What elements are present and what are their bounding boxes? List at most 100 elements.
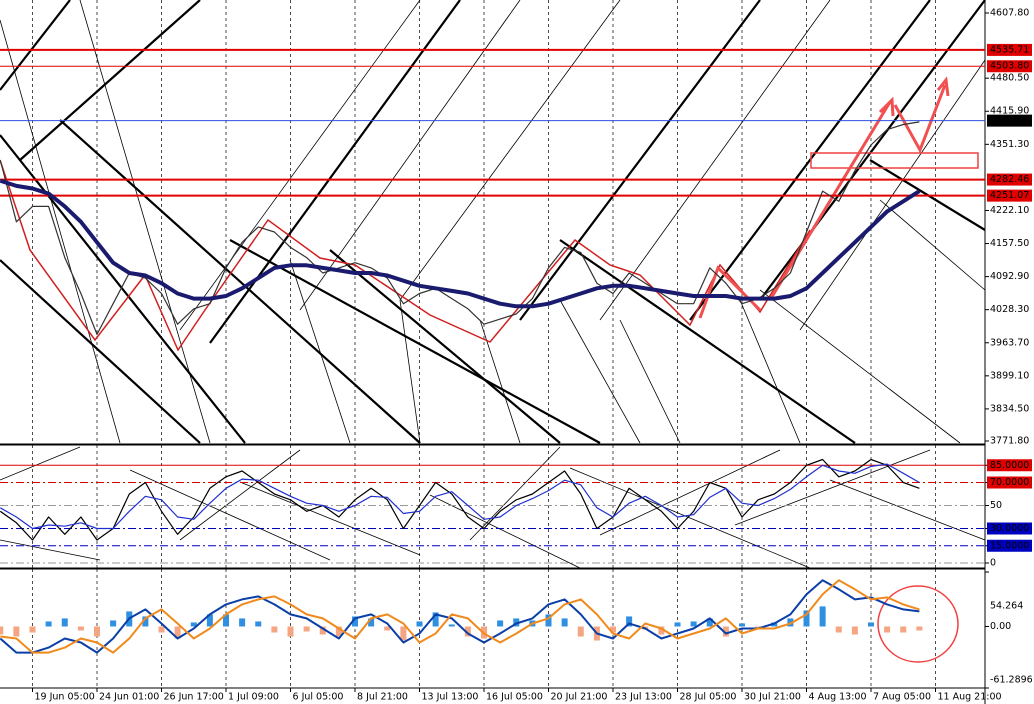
histogram-bar xyxy=(287,626,294,637)
histogram-bar xyxy=(416,621,423,627)
histogram-bar xyxy=(610,626,616,633)
y-tick-label: 15.0000 xyxy=(990,540,1029,551)
y-tick-label: 3899.10 xyxy=(990,370,1029,381)
level-label-box xyxy=(987,539,1032,552)
y-tick-label: 3771.80 xyxy=(990,436,1029,447)
annotations xyxy=(0,76,979,663)
level-label: 4503.80 xyxy=(990,61,1029,72)
histogram-bar xyxy=(448,624,455,627)
series-line xyxy=(0,579,920,654)
y-tick-label: 54.264 xyxy=(990,601,1023,612)
histogram-bar xyxy=(319,626,326,635)
level-label-box xyxy=(987,173,1032,186)
y-tick-label: 70.0000 xyxy=(990,477,1029,488)
series-line xyxy=(0,579,920,654)
histogram-bar xyxy=(900,626,907,633)
histogram-bar xyxy=(384,626,391,631)
histogram-bar xyxy=(916,626,923,631)
histogram-bar xyxy=(819,606,826,627)
histogram-bar xyxy=(0,626,4,635)
histogram-bar xyxy=(77,626,84,631)
histogram-bar xyxy=(239,618,246,627)
x-tick-label: 13 Jul 13:00 xyxy=(422,692,479,703)
y-tick-label: 30.0000 xyxy=(990,523,1029,534)
y-tick-label: 4480.50 xyxy=(990,73,1029,84)
histogram-bar xyxy=(368,618,375,627)
histogram-bar xyxy=(868,622,874,627)
y-tick-label: 4351.30 xyxy=(990,139,1029,150)
y-tick-label: 0.00 xyxy=(990,621,1011,632)
level-label-box xyxy=(987,189,1032,202)
histogram-bar xyxy=(722,626,729,637)
y-tick-label: -61.2896 xyxy=(990,675,1033,686)
histogram-bar xyxy=(835,626,842,633)
histogram-bar xyxy=(497,620,504,627)
histogram-bar xyxy=(158,626,165,633)
x-tick-label: 20 Jul 21:00 xyxy=(551,692,608,703)
histogram-bar xyxy=(110,620,117,627)
level-label-box xyxy=(987,476,1032,489)
x-tick-label: 8 Jul 21:00 xyxy=(357,692,408,703)
level-label-box xyxy=(987,43,1032,56)
level-label-box xyxy=(987,114,1032,127)
level-label: 4535.71 xyxy=(990,44,1029,55)
x-tick-label: 23 Jul 13:00 xyxy=(615,692,672,703)
level-label-box xyxy=(987,522,1032,535)
y-tick-label: 50 xyxy=(990,500,1002,511)
histogram-bar xyxy=(29,626,36,633)
series-line xyxy=(0,458,920,541)
histogram-bar xyxy=(739,623,745,627)
x-tick-label: 30 Jul 21:00 xyxy=(744,692,801,703)
y-tick-label: 3963.70 xyxy=(990,337,1029,348)
x-tick-label: 7 Aug 05:00 xyxy=(873,692,931,703)
y-tick-label: 4415.90 xyxy=(990,106,1029,117)
histogram-bar xyxy=(545,614,552,627)
y-tick-label: 3834.50 xyxy=(990,403,1029,414)
histogram-bar xyxy=(513,618,520,627)
histogram-bar xyxy=(303,626,310,632)
histogram-bar xyxy=(674,622,681,627)
y-tick-label: 4157.50 xyxy=(990,238,1029,249)
histogram-bar xyxy=(352,616,358,627)
histogram-bar xyxy=(884,626,891,633)
histogram-bar xyxy=(255,621,262,627)
histogram-bar xyxy=(464,626,471,637)
level-label: 4397.58 xyxy=(990,115,1029,126)
histogram-bar xyxy=(94,626,100,637)
histogram-bar xyxy=(432,612,439,627)
x-tick-label: 11 Aug 21:00 xyxy=(938,692,1002,703)
series-line xyxy=(0,121,920,335)
level-label: 4282.46 xyxy=(990,174,1029,185)
y-tick-label: 4028.30 xyxy=(990,304,1029,315)
histogram-bar xyxy=(626,616,633,627)
histogram-bar xyxy=(271,626,278,633)
histogram-bar xyxy=(400,626,407,641)
level-label: 4251.07 xyxy=(990,190,1029,201)
y-tick-label: 4092.90 xyxy=(990,271,1029,282)
histogram-bar xyxy=(223,614,229,627)
x-tick-label: 16 Jul 05:00 xyxy=(486,692,543,703)
histogram-bar xyxy=(45,621,52,627)
x-tick-label: 19 Jun 05:00 xyxy=(35,692,95,703)
histogram-bar xyxy=(335,626,342,637)
y-tick-label: 4222.10 xyxy=(990,205,1029,216)
x-tick-label: 28 Jul 05:00 xyxy=(680,692,737,703)
x-tick-label: 24 Jun 01:00 xyxy=(99,692,159,703)
x-tick-label: 4 Aug 13:00 xyxy=(809,692,867,703)
histogram-bar xyxy=(803,610,810,627)
x-tick-label: 1 Jul 09:00 xyxy=(228,692,279,703)
series-line xyxy=(0,463,920,530)
histogram-bar xyxy=(61,618,68,627)
trend-lines xyxy=(0,0,986,688)
histogram-bar xyxy=(13,626,20,637)
histogram-bar xyxy=(206,614,213,627)
histogram-bar xyxy=(142,616,149,627)
x-tick-label: 6 Jul 05:00 xyxy=(293,692,344,703)
series-line xyxy=(0,178,921,309)
y-tick-label: 4607.80 xyxy=(990,8,1029,19)
histogram-bar xyxy=(174,626,181,639)
histogram-bar xyxy=(190,622,197,627)
level-label-box xyxy=(987,459,1032,472)
